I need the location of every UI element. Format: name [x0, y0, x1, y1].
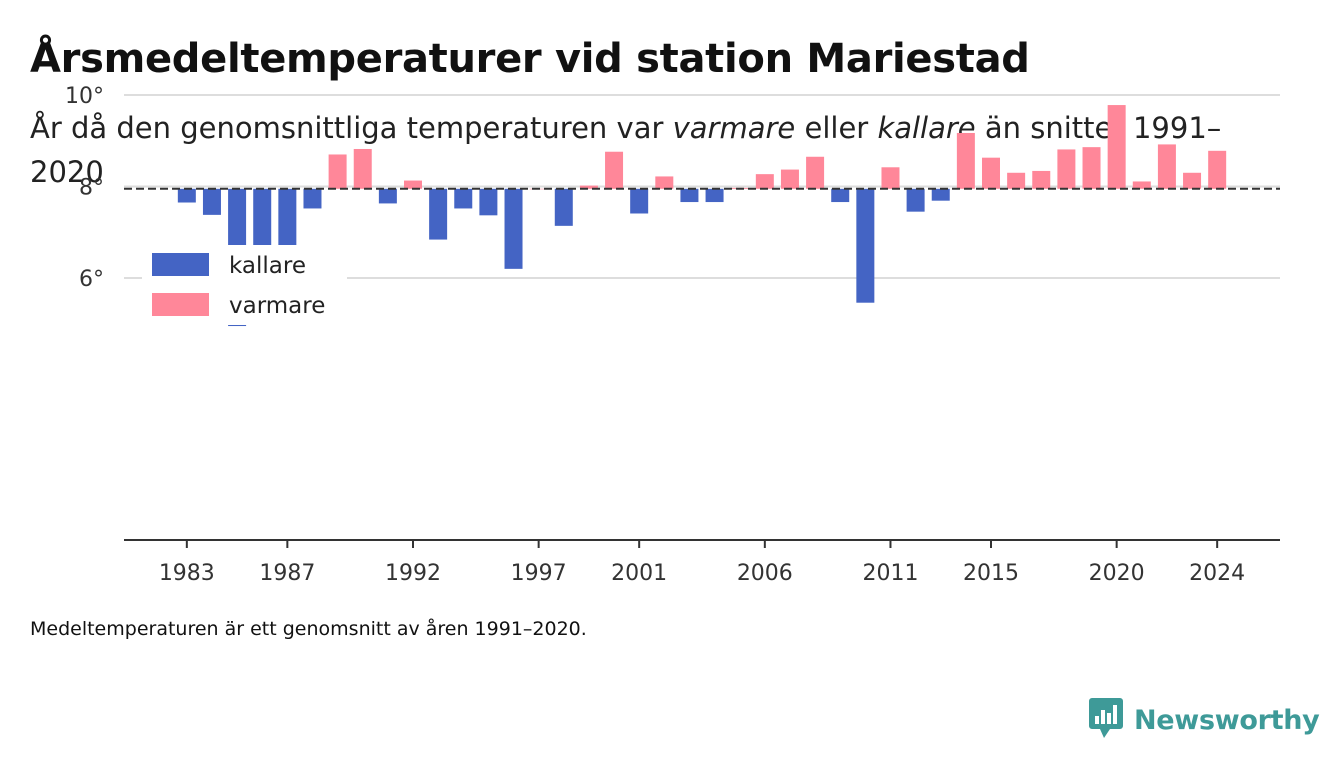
bar-2007 — [780, 169, 799, 189]
legend-label-varmare: varmare — [229, 293, 325, 319]
x-tick-label: 2015 — [963, 561, 1019, 586]
bar-2003 — [680, 188, 699, 203]
legend: kallare varmare — [142, 245, 347, 325]
bar-1983 — [177, 188, 196, 203]
bar-2009 — [831, 188, 850, 203]
bar-2012 — [906, 188, 925, 212]
legend-label-kallare: kallare — [229, 253, 306, 279]
legend-swatch-kallare — [152, 253, 209, 276]
y-tick-label: 8° — [79, 176, 104, 201]
x-tick-label: 2011 — [862, 561, 918, 586]
bar-2021 — [1132, 181, 1151, 189]
subtitle-text-3: än snittet 1991–2020 — [30, 111, 1222, 189]
bar-2024 — [1208, 150, 1227, 189]
bar-2014 — [956, 132, 975, 189]
bar-chart: 1983 1987 1992 1997 2001 2006 2011 2015 2020 2024… — [65, 84, 1280, 586]
bar-2013 — [931, 188, 950, 201]
bar-2008 — [806, 156, 825, 189]
y-axis-ticks: 6° 8° 10° — [65, 84, 104, 292]
bar-1995 — [479, 188, 498, 216]
x-axis-ticks: 1983 1987 1992 1997 2001 2006 2011 2015 2020 2024 — [159, 540, 1245, 586]
bar-1989 — [328, 154, 347, 189]
bar-1993 — [429, 188, 448, 240]
bar-2018 — [1057, 149, 1076, 189]
x-tick-label: 1987 — [259, 561, 315, 586]
x-tick-label: 2024 — [1189, 561, 1245, 586]
bar-1998 — [554, 188, 573, 226]
bar-1996 — [504, 188, 523, 269]
x-tick-label: 2001 — [611, 561, 667, 586]
bar-2006 — [755, 174, 774, 189]
brand-logo[interactable]: Newsworthy — [1088, 696, 1320, 744]
x-tick-label: 1997 — [511, 561, 567, 586]
subtitle-varmare: varmare — [672, 111, 796, 145]
y-tick-label: 6° — [79, 267, 104, 292]
chart-subtitle: År då den genomsnittliga temperaturen va… — [30, 106, 1230, 194]
bar-1984 — [202, 188, 221, 215]
bar-2010 — [856, 188, 875, 303]
x-tick-label: 2020 — [1089, 561, 1145, 586]
bar-1990 — [353, 148, 372, 189]
bar-2020 — [1107, 105, 1126, 189]
x-tick-label: 1983 — [159, 561, 215, 586]
bar-2004 — [705, 188, 724, 203]
x-tick-label: 2006 — [737, 561, 793, 586]
bar-1994 — [454, 188, 473, 209]
x-tick-label: 1992 — [385, 561, 441, 586]
bar-2022 — [1157, 144, 1176, 189]
bar-1992 — [404, 180, 422, 189]
bar-2000 — [605, 151, 624, 189]
bar-chart-bubble-icon — [1088, 696, 1124, 744]
bar-1991 — [378, 188, 397, 204]
footnote: Medeltemperaturen är ett genomsnitt av å… — [30, 618, 587, 640]
bar-1999 — [579, 185, 598, 189]
subtitle-text-2: eller — [795, 111, 878, 145]
bar-2023 — [1183, 172, 1202, 189]
bar-2015 — [982, 157, 1000, 189]
y-tick-label: 10° — [65, 84, 104, 109]
bar-2002 — [655, 176, 674, 189]
bar-2017 — [1032, 170, 1051, 189]
bar-2001 — [630, 188, 649, 214]
bar-2016 — [1007, 172, 1026, 189]
chart-title: Årsmedeltemperaturer vid station Mariest… — [30, 36, 1030, 82]
legend-swatch-varmare — [152, 293, 209, 316]
bar-2011 — [881, 167, 900, 189]
bar-2019 — [1082, 147, 1101, 189]
bar-1988 — [303, 188, 322, 209]
brand-name: Newsworthy — [1134, 704, 1320, 736]
subtitle-text-1: År då den genomsnittliga temperaturen va… — [30, 111, 673, 145]
